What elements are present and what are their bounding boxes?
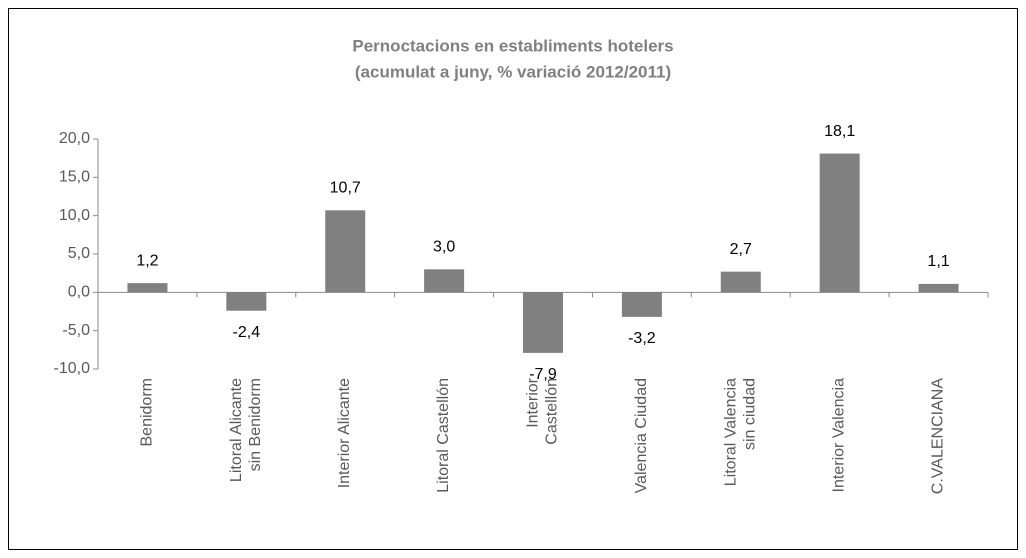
value-label: 2,7 (730, 241, 752, 258)
y-tick-label: -10,0 (54, 360, 91, 377)
chart-border (8, 8, 1018, 550)
value-label: 3,0 (433, 239, 455, 256)
x-tick-label: Interior Alicante (336, 378, 353, 488)
bar (325, 210, 366, 293)
chart-title: Pernoctacions en establiments hotelers (352, 36, 673, 55)
bar (523, 292, 563, 353)
value-label: 1,1 (927, 253, 949, 270)
value-label: 10,7 (330, 180, 361, 197)
bar (424, 269, 465, 293)
y-tick-label: 0,0 (68, 284, 90, 301)
bar (226, 292, 267, 311)
y-tick-label: 15,0 (59, 169, 90, 186)
value-label: -2,4 (233, 324, 261, 341)
value-label: -3,2 (628, 330, 656, 347)
value-label: 1,2 (136, 252, 158, 269)
x-tick-label: Interior Valencia (831, 378, 848, 493)
bar (621, 292, 662, 317)
x-tick-label: Interior Castellón (525, 377, 561, 444)
x-tick-label: Benidorm (139, 378, 156, 446)
x-tick-label: Litoral Alicante sin Benidorm (228, 378, 264, 482)
y-tick-label: 5,0 (68, 245, 90, 262)
bar (918, 283, 959, 293)
value-label: -7,9 (529, 366, 557, 383)
x-tick-label: Valencia Ciudad (633, 378, 650, 493)
x-tick-label: C.VALENCIANA (930, 378, 947, 495)
value-label: 18,1 (824, 123, 855, 140)
bar (720, 271, 761, 293)
y-tick-label: -5,0 (62, 322, 90, 339)
bar (127, 283, 168, 293)
x-tick-label: Litoral Valencia sin ciudad (722, 378, 758, 486)
bar (819, 153, 860, 293)
chart-subtitle: (acumulat a juny, % variació 2012/2011) (355, 62, 671, 81)
x-tick-label: Litoral Castellón (435, 378, 452, 493)
y-tick-label: 10,0 (59, 207, 90, 224)
y-tick-label: 20,0 (59, 130, 90, 147)
